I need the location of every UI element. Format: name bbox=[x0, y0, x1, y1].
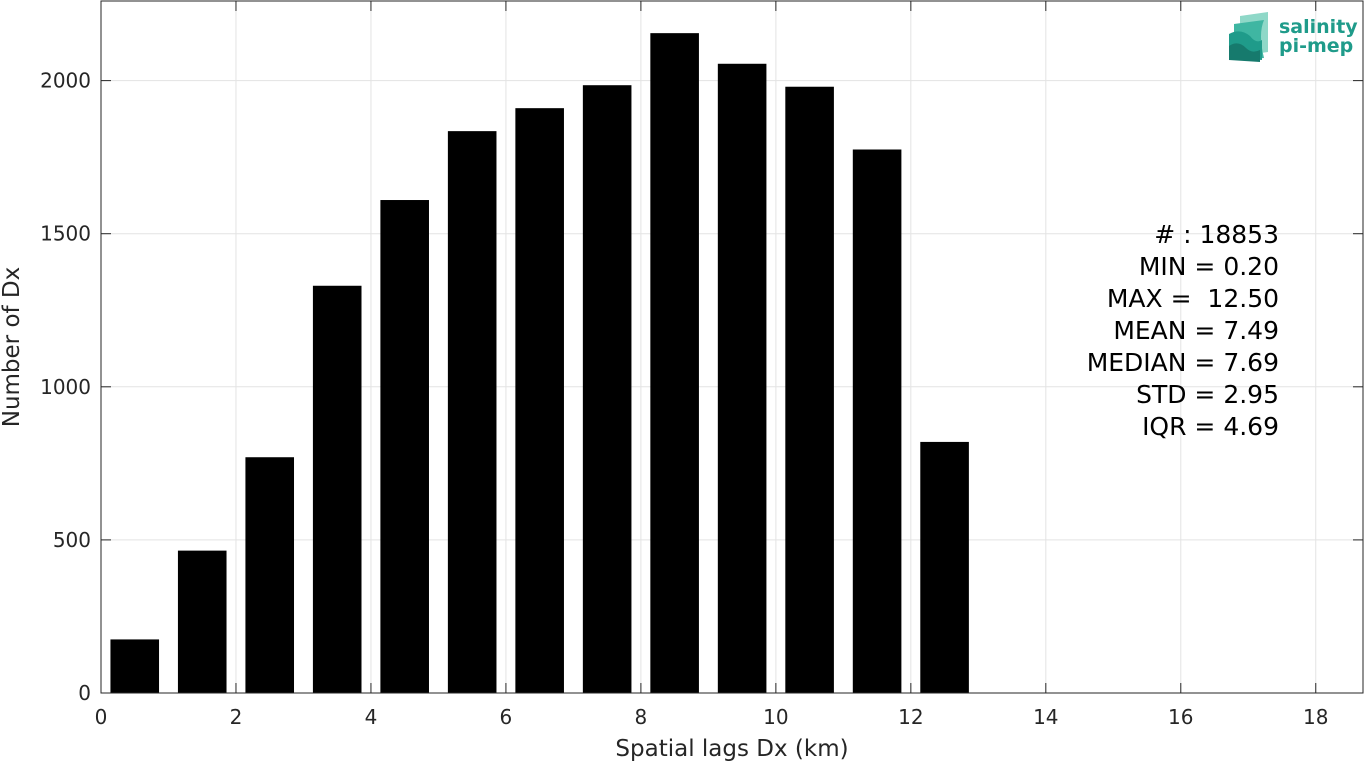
bar bbox=[717, 63, 767, 694]
bar bbox=[515, 108, 564, 693]
stats-line: MEAN = 7.49 bbox=[1113, 316, 1279, 345]
stats-line: MEDIAN = 7.69 bbox=[1087, 348, 1279, 377]
bar bbox=[177, 550, 227, 693]
stats-line: STD = 2.95 bbox=[1136, 380, 1279, 409]
bar bbox=[380, 200, 429, 693]
x-tick-label: 8 bbox=[635, 705, 648, 729]
bars bbox=[110, 33, 969, 694]
bar bbox=[582, 85, 632, 693]
bar bbox=[245, 457, 295, 693]
x-tick-label: 2 bbox=[230, 705, 243, 729]
stats-line: MIN = 0.20 bbox=[1139, 252, 1279, 281]
stacked-wave-layers-icon bbox=[1229, 12, 1268, 62]
stats-annotation: # : 18853 MIN = 0.20 MAX = 12.50 MEAN = 7.4… bbox=[1087, 220, 1279, 441]
bar bbox=[650, 33, 699, 693]
stats-line: IQR = 4.69 bbox=[1142, 412, 1279, 441]
plot-frame bbox=[100, 0, 1364, 694]
x-tick-label: 0 bbox=[95, 705, 108, 729]
x-axis-label: Spatial lags Dx (km) bbox=[615, 736, 848, 762]
bar bbox=[852, 149, 902, 694]
x-tick-label: 4 bbox=[365, 705, 378, 729]
y-tick-label: 1000 bbox=[40, 375, 91, 399]
x-tick-label: 12 bbox=[898, 705, 923, 729]
x-tick-label: 16 bbox=[1168, 705, 1193, 729]
y-tick-label: 0 bbox=[78, 681, 91, 705]
y-tick-label: 500 bbox=[53, 528, 91, 552]
x-tick-label: 10 bbox=[763, 705, 788, 729]
logo-line1: salinity bbox=[1279, 16, 1358, 38]
bar bbox=[447, 131, 497, 693]
salinity-pi-mep-logo: salinity pi-mep bbox=[1229, 12, 1358, 62]
axes bbox=[100, 0, 1364, 694]
bar bbox=[312, 285, 362, 693]
y-tick-label: 2000 bbox=[40, 69, 91, 93]
x-tick-labels: 0 2 4 6 8 10 12 14 16 18 bbox=[95, 705, 1329, 729]
x-tick-label: 6 bbox=[500, 705, 513, 729]
bar bbox=[110, 639, 160, 693]
bar bbox=[785, 86, 834, 694]
y-tick-label: 1500 bbox=[40, 222, 91, 246]
stats-line: MAX = 12.50 bbox=[1107, 284, 1279, 313]
x-tick-label: 18 bbox=[1303, 705, 1328, 729]
x-tick-label: 14 bbox=[1033, 705, 1058, 729]
logo-line2: pi-mep bbox=[1279, 35, 1353, 57]
y-axis-label: Number of Dx bbox=[0, 267, 25, 428]
bar bbox=[920, 441, 969, 693]
y-tick-labels: 0 500 1000 1500 2000 bbox=[40, 69, 91, 705]
stats-line: # : 18853 bbox=[1154, 220, 1279, 249]
